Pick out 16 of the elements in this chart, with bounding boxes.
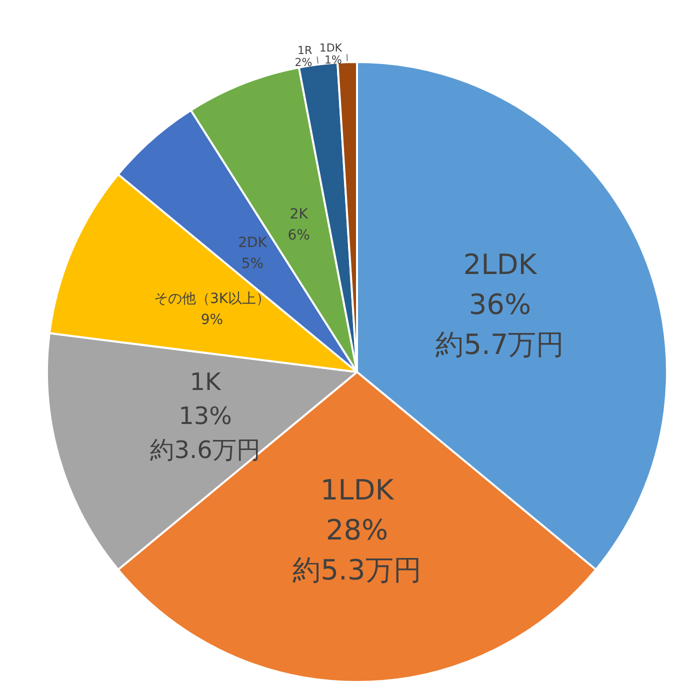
slice-label: 2DK (238, 234, 268, 251)
slice-label: その他（3K以上） (154, 290, 270, 307)
data-label: 6% (288, 228, 310, 244)
slice-label: 2K (290, 206, 309, 223)
slice-label: 1DK (319, 42, 343, 55)
data-label: 13% 約3.6万円 (150, 402, 260, 464)
data-label: 28% 約5.3万円 (292, 514, 422, 586)
slice-label: 1R (297, 44, 312, 58)
data-label: 2% (294, 56, 312, 70)
data-label: 36% 約5.7万円 (436, 288, 564, 362)
data-label: 9% (200, 312, 224, 328)
data-label: 1% (324, 54, 342, 67)
slice-label: 1LDK (320, 474, 394, 506)
data-label: 5% (241, 256, 264, 272)
slice-label: 2LDK (463, 248, 538, 282)
slice-label: 1K (190, 368, 222, 396)
